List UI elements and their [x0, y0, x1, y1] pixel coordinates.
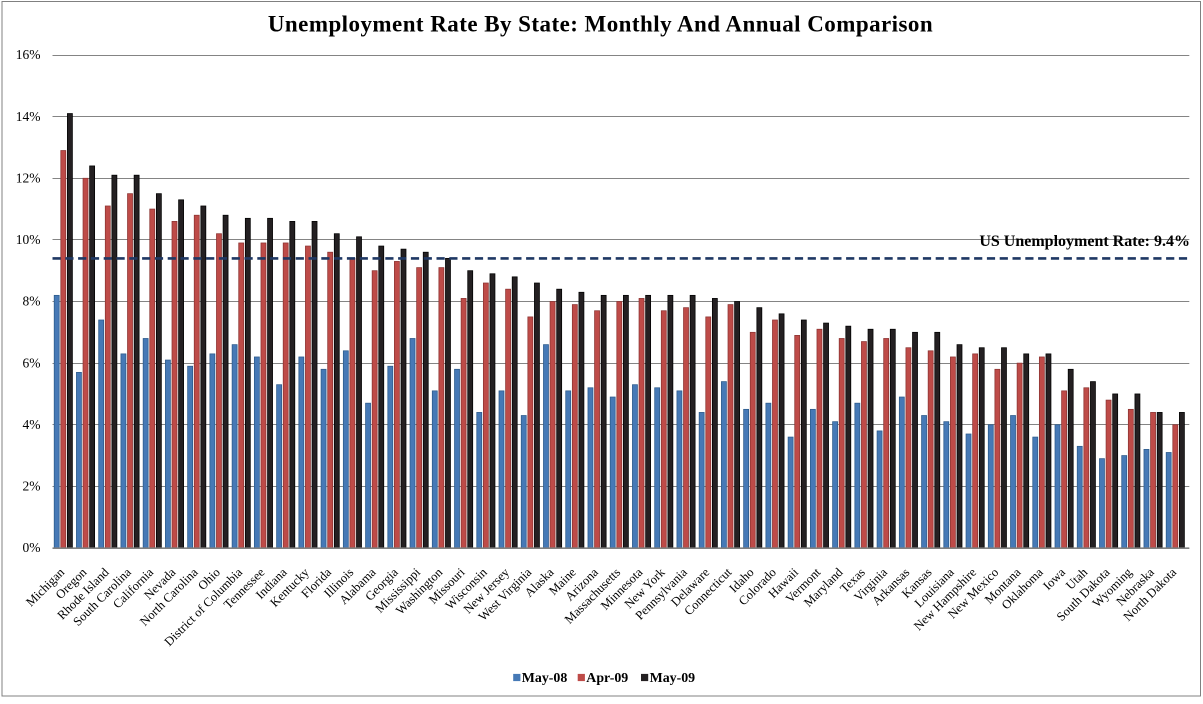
svg-text:10%: 10% [16, 232, 41, 247]
svg-text:4%: 4% [23, 417, 41, 432]
svg-text:Unemployment Rate By State: Mo: Unemployment Rate By State: Monthly And … [268, 12, 933, 37]
svg-text:16%: 16% [16, 47, 41, 62]
svg-text:14%: 14% [16, 109, 41, 124]
svg-text:12%: 12% [16, 170, 41, 185]
svg-text:0%: 0% [23, 540, 41, 555]
svg-text:8%: 8% [23, 294, 41, 309]
svg-text:6%: 6% [23, 355, 41, 370]
svg-text:2%: 2% [23, 479, 41, 494]
svg-text:Apr-09: Apr-09 [586, 671, 628, 686]
svg-text:May-08: May-08 [522, 671, 568, 686]
svg-text:US Unemployment Rate: 9.4%: US Unemployment Rate: 9.4% [979, 233, 1190, 250]
svg-text:May-09: May-09 [650, 671, 696, 686]
